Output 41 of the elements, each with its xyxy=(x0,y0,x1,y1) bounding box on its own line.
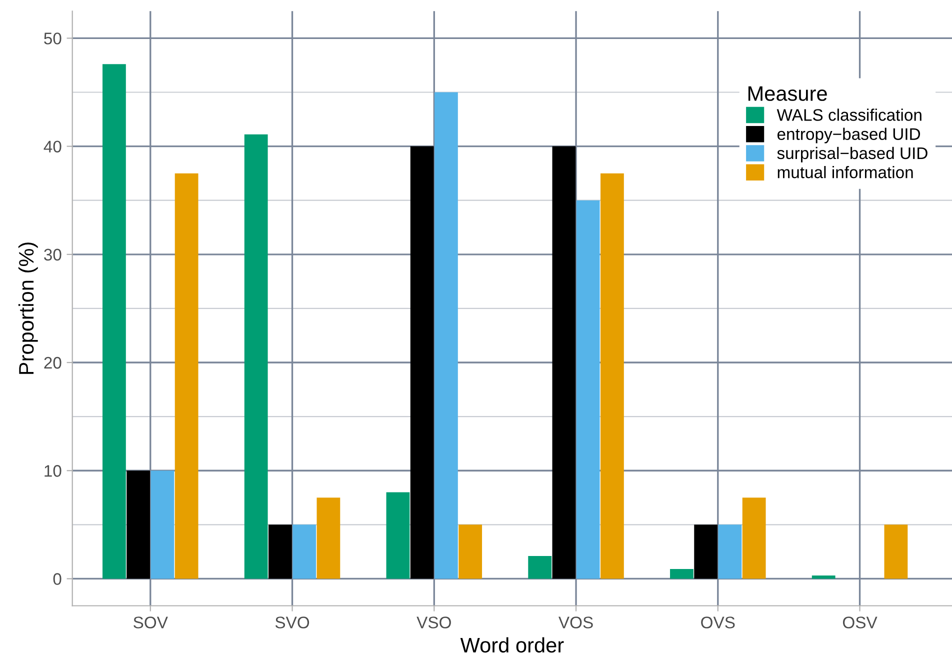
x-tick-label: VOS xyxy=(558,616,593,628)
bar xyxy=(102,64,126,579)
bar xyxy=(742,498,766,579)
bar xyxy=(410,146,434,579)
y-tick-label: 0 xyxy=(53,573,62,585)
bar xyxy=(174,173,198,579)
bar xyxy=(292,524,316,579)
x-axis-title: Word order xyxy=(460,637,564,653)
bar xyxy=(126,470,150,579)
bar xyxy=(718,524,742,579)
x-tick-label: SVO xyxy=(275,616,310,628)
bar xyxy=(150,470,174,579)
legend-label: WALS classification xyxy=(776,108,922,121)
legend-label: entropy−based UID xyxy=(777,128,920,144)
y-tick-label: 50 xyxy=(44,32,62,44)
y-tick-label: 10 xyxy=(44,465,62,477)
bar xyxy=(244,134,268,579)
x-tick-label: OVS xyxy=(701,616,735,628)
x-tick-label: SOV xyxy=(134,616,168,628)
x-tick-label: OSV xyxy=(842,616,878,628)
legend-label: surprisal−based UID xyxy=(777,146,928,162)
bar xyxy=(434,92,458,579)
bar xyxy=(812,575,836,579)
x-tick-label: VSO xyxy=(416,616,451,628)
y-tick-label: 30 xyxy=(44,248,62,261)
bar xyxy=(316,498,340,579)
y-tick-label: 40 xyxy=(44,140,62,153)
bar xyxy=(884,524,908,579)
bar xyxy=(600,173,624,579)
bar xyxy=(528,556,552,579)
legend-label: mutual information xyxy=(778,166,913,178)
bar xyxy=(670,569,694,579)
bar xyxy=(386,492,410,579)
bar xyxy=(694,524,718,579)
legend-title: Measure xyxy=(748,86,827,101)
y-axis-title: Proportion (%) xyxy=(18,242,38,374)
bar xyxy=(576,200,600,579)
bar xyxy=(268,524,292,579)
y-tick-label: 20 xyxy=(44,356,62,369)
bar xyxy=(552,146,576,579)
bar xyxy=(458,524,482,579)
